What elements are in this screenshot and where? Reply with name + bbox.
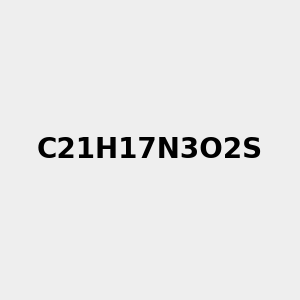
- Text: C21H17N3O2S: C21H17N3O2S: [37, 136, 263, 164]
